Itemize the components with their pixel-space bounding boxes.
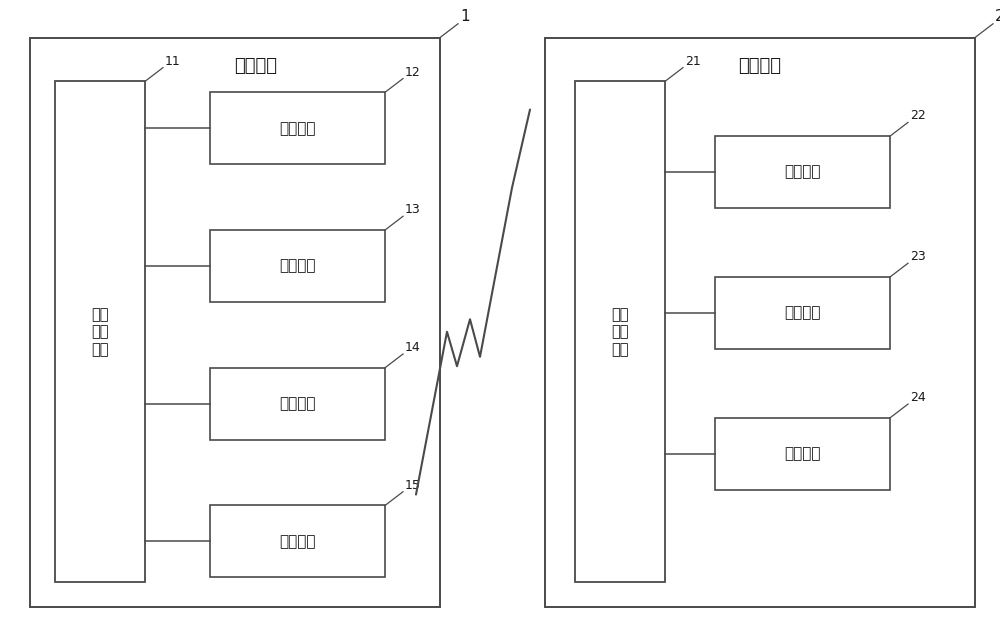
Text: 发送模块: 发送模块	[784, 446, 821, 461]
Bar	[210, 93, 385, 165]
Text: 13: 13	[405, 203, 421, 217]
Text: 连接模块: 连接模块	[784, 305, 821, 321]
Bar	[210, 230, 385, 302]
Text: 22: 22	[910, 110, 926, 123]
Text: 1: 1	[460, 9, 470, 24]
Text: 开启模块: 开启模块	[784, 165, 821, 180]
Text: 2: 2	[995, 9, 1000, 24]
Text: 15: 15	[405, 479, 421, 492]
Bar	[210, 368, 385, 439]
Text: 23: 23	[910, 250, 926, 263]
Text: 连接模块: 连接模块	[279, 259, 316, 274]
Text: 12: 12	[405, 66, 421, 79]
Bar	[575, 81, 665, 582]
Text: 播放模块: 播放模块	[279, 396, 316, 411]
Bar	[55, 81, 145, 582]
Text: 第一设备: 第一设备	[234, 57, 277, 74]
Text: 蓝牙
通信
模块: 蓝牙 通信 模块	[611, 307, 629, 357]
Bar	[210, 506, 385, 577]
Bar	[715, 418, 890, 490]
Text: 蓝牙
通信
模块: 蓝牙 通信 模块	[91, 307, 109, 357]
Text: 接收模块: 接收模块	[279, 534, 316, 549]
Text: 11: 11	[165, 54, 181, 68]
Text: 21: 21	[685, 54, 701, 68]
Text: 第二设备: 第二设备	[738, 57, 782, 74]
Bar	[715, 277, 890, 349]
Text: 开启模块: 开启模块	[279, 121, 316, 136]
Bar	[715, 136, 890, 208]
Text: 14: 14	[405, 341, 421, 354]
Bar	[545, 38, 975, 607]
Text: 24: 24	[910, 391, 926, 404]
Bar	[30, 38, 440, 607]
